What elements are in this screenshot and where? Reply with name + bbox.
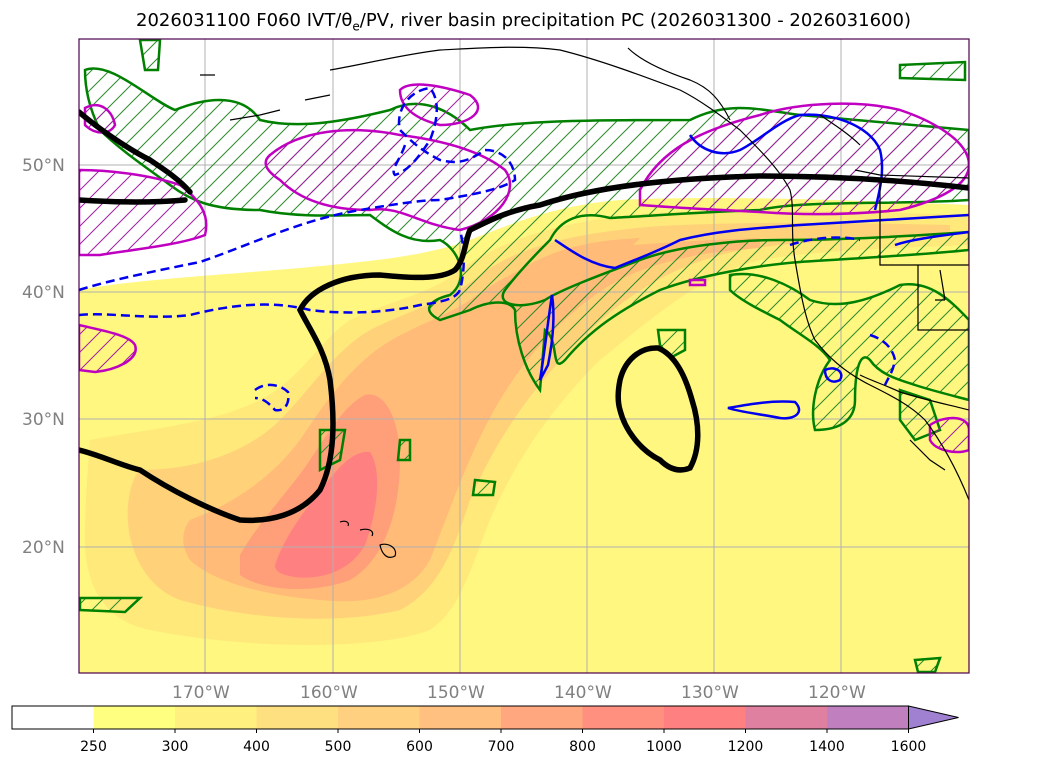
ivt-600-ne-fill [520, 238, 640, 287]
lon-label-140w: 140°W [554, 683, 612, 703]
coastlines [200, 46, 969, 558]
lon-label-150w: 150°W [427, 683, 485, 703]
colorbar-segment [582, 706, 665, 729]
map-border [78, 38, 970, 674]
colorbar-tick-label: 300 [162, 739, 189, 755]
lat-label-50: 50°N [22, 156, 65, 176]
colorbar-outline [11, 705, 909, 730]
colorbar-tick-label: 600 [406, 739, 433, 755]
lon-label-170w: 170°W [172, 683, 230, 703]
lat-label-40: 40°N [22, 283, 65, 303]
colorbar-segment [256, 706, 339, 729]
colorbar: 250 300 400 500 600 700 800 1000 1200 1400 1600 [11, 705, 959, 755]
colorbar-segment [12, 706, 94, 729]
precip-pc-negative [79, 83, 969, 454]
colorbar-tick-label: 700 [488, 739, 515, 755]
title-rest: /PV, river basin precipitation PC (20260… [359, 10, 911, 31]
colorbar-segment [745, 706, 828, 729]
colorbar-tick-label: 250 [80, 739, 107, 755]
title-subscript: e [352, 19, 360, 34]
colorbar-tick-label: 1000 [646, 739, 682, 755]
colorbar-tick-label: 400 [243, 739, 270, 755]
colorbar-tick-label: 1400 [809, 739, 845, 755]
lon-label-160w: 160°W [300, 683, 358, 703]
colorbar-tick-label: 1200 [728, 739, 764, 755]
colorbar-segment [827, 706, 909, 729]
lon-label-130w: 130°W [681, 683, 739, 703]
title-main: 2026031100 F060 IVT/θ [136, 10, 353, 31]
lon-label-120w: 120°W [808, 683, 866, 703]
colorbar-extension [908, 705, 959, 730]
colorbar-tick-label: 1600 [891, 739, 927, 755]
colorbar-segment [93, 706, 176, 729]
lat-label-20: 20°N [22, 538, 65, 558]
lat-label-30: 30°N [22, 410, 65, 430]
colorbar-segment [175, 706, 257, 729]
figure-title: 2026031100 F060 IVT/θe/PV, river basin p… [0, 10, 1047, 34]
pv-contours [79, 109, 969, 524]
ivt-700-fill [275, 451, 378, 578]
colorbar-tick-label: 500 [325, 739, 352, 755]
colorbar-segment [338, 706, 420, 729]
colorbar-tick-label: 800 [569, 739, 596, 755]
map-layers [79, 39, 969, 673]
theta-e-contours [79, 86, 969, 420]
colorbar-segment [419, 706, 502, 729]
colorbar-segment [664, 706, 746, 729]
colorbar-segment [501, 706, 583, 729]
